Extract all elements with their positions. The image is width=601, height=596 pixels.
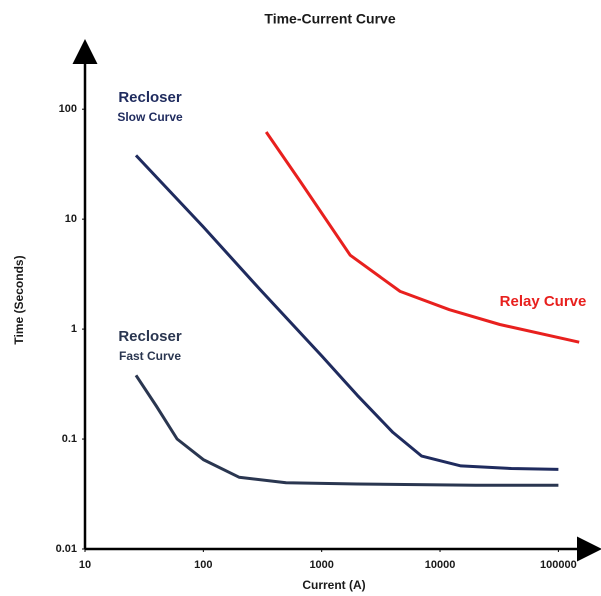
curve-label: Recloser (118, 89, 182, 106)
chart-title: Time-Current Curve (264, 11, 395, 27)
x-tick-label: 1000 (309, 559, 333, 571)
chart: Time-Current Curve Current (A) Time (Sec… (0, 0, 601, 596)
y-tick-label: 100 (59, 103, 77, 115)
y-tick-label: 1 (71, 323, 77, 335)
curve (266, 132, 579, 342)
curve-label: Recloser (118, 328, 182, 345)
page: {"chart_data": { "type": "line", "title"… (0, 0, 601, 596)
curve-label: Fast Curve (119, 349, 181, 363)
x-tick-label: 100000 (540, 559, 577, 571)
curve-label: Relay Curve (500, 293, 587, 310)
curve-label: Slow Curve (117, 110, 183, 124)
x-axis-label: Current (A) (302, 578, 365, 592)
x-tick-label: 10000 (425, 559, 456, 571)
y-axis-label: Time (Seconds) (12, 255, 26, 344)
x-tick-label: 10 (79, 559, 91, 571)
y-tick-label: 0.01 (56, 543, 77, 555)
x-tick-label: 100 (194, 559, 212, 571)
curve (136, 155, 558, 469)
y-tick-label: 0.1 (62, 433, 77, 445)
y-tick-label: 10 (65, 213, 77, 225)
